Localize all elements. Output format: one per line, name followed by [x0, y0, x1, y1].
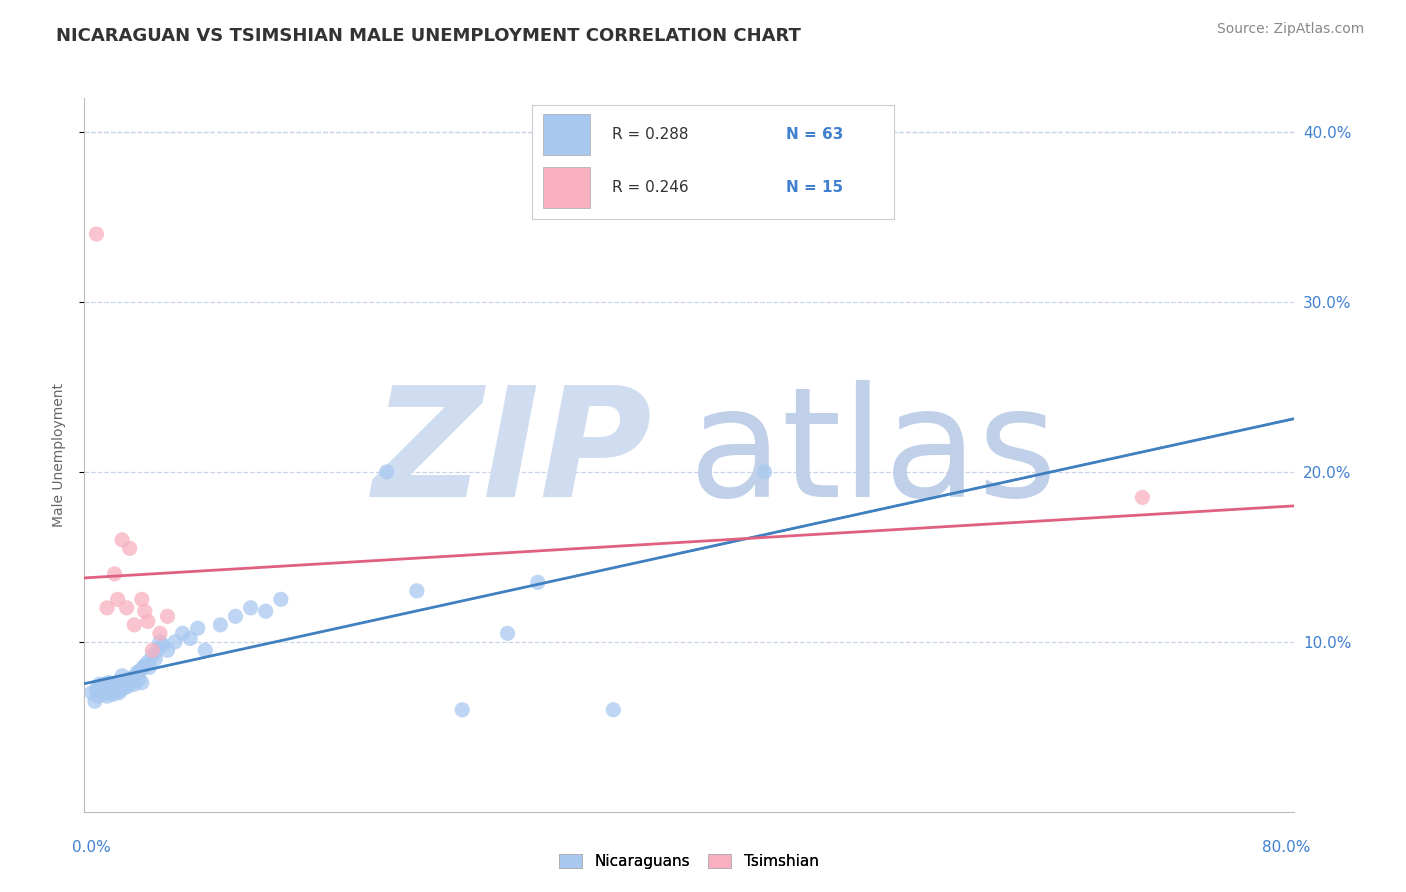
Point — [602, 703, 624, 717]
Point — [156, 643, 179, 657]
Point — [194, 643, 217, 657]
Point — [117, 679, 139, 693]
Point — [134, 604, 156, 618]
Point — [80, 686, 103, 700]
Point — [451, 703, 474, 717]
Point — [127, 665, 149, 680]
Point — [118, 541, 141, 556]
Point — [165, 635, 187, 649]
Point — [94, 682, 117, 697]
Point — [91, 688, 114, 702]
Point — [93, 677, 115, 691]
Point — [100, 681, 122, 695]
Point — [149, 626, 172, 640]
Point — [111, 533, 134, 547]
Text: 0.0%: 0.0% — [72, 840, 111, 855]
Point — [527, 575, 550, 590]
Point — [129, 664, 152, 678]
Point — [132, 660, 155, 674]
Point — [141, 648, 163, 663]
Point — [375, 465, 398, 479]
Point — [120, 673, 142, 688]
Point — [152, 638, 174, 652]
Point — [131, 592, 153, 607]
Point — [179, 632, 201, 646]
Point — [112, 677, 135, 691]
Point — [128, 672, 150, 686]
Point — [122, 617, 145, 632]
Point — [209, 617, 232, 632]
Point — [96, 689, 118, 703]
Point — [134, 658, 156, 673]
Point — [98, 686, 121, 700]
Point — [136, 615, 159, 629]
Point — [239, 600, 262, 615]
Point — [104, 566, 127, 581]
Point — [86, 682, 108, 697]
Point — [97, 675, 120, 690]
Point — [110, 682, 132, 697]
Point — [1130, 491, 1153, 505]
Point — [107, 684, 129, 698]
Point — [96, 679, 118, 693]
Point — [89, 677, 111, 691]
Point — [104, 677, 127, 691]
Point — [89, 681, 111, 695]
Text: ZIP: ZIP — [373, 380, 652, 530]
Point — [225, 609, 247, 624]
Point — [496, 626, 519, 640]
Point — [108, 686, 131, 700]
Text: 80.0%: 80.0% — [1263, 840, 1310, 855]
Point — [115, 675, 138, 690]
Point — [145, 652, 167, 666]
Point — [87, 689, 110, 703]
Point — [254, 604, 277, 618]
Point — [96, 600, 118, 615]
Point — [105, 682, 128, 697]
Point — [90, 684, 112, 698]
Point — [138, 660, 160, 674]
Y-axis label: Male Unemployment: Male Unemployment — [52, 383, 66, 527]
Legend: Nicaraguans, Tsimshian: Nicaraguans, Tsimshian — [554, 848, 824, 875]
Point — [754, 465, 776, 479]
Point — [121, 671, 143, 685]
Point — [131, 675, 153, 690]
Point — [125, 669, 148, 683]
Point — [114, 681, 136, 695]
Point — [122, 677, 145, 691]
Point — [149, 635, 172, 649]
Text: Source: ZipAtlas.com: Source: ZipAtlas.com — [1216, 22, 1364, 37]
Point — [270, 592, 292, 607]
Point — [107, 592, 129, 607]
Point — [172, 626, 194, 640]
Point — [111, 669, 134, 683]
Point — [406, 583, 429, 598]
Text: atlas: atlas — [689, 380, 1059, 530]
Point — [156, 609, 179, 624]
Point — [118, 672, 141, 686]
Text: NICARAGUAN VS TSIMSHIAN MALE UNEMPLOYMENT CORRELATION CHART: NICARAGUAN VS TSIMSHIAN MALE UNEMPLOYMEN… — [56, 27, 801, 45]
Point — [115, 600, 138, 615]
Point — [101, 688, 124, 702]
Point — [136, 655, 159, 669]
Point — [84, 694, 107, 708]
Point — [141, 643, 163, 657]
Point — [86, 227, 108, 241]
Point — [104, 679, 127, 693]
Point — [187, 621, 209, 635]
Point — [146, 643, 169, 657]
